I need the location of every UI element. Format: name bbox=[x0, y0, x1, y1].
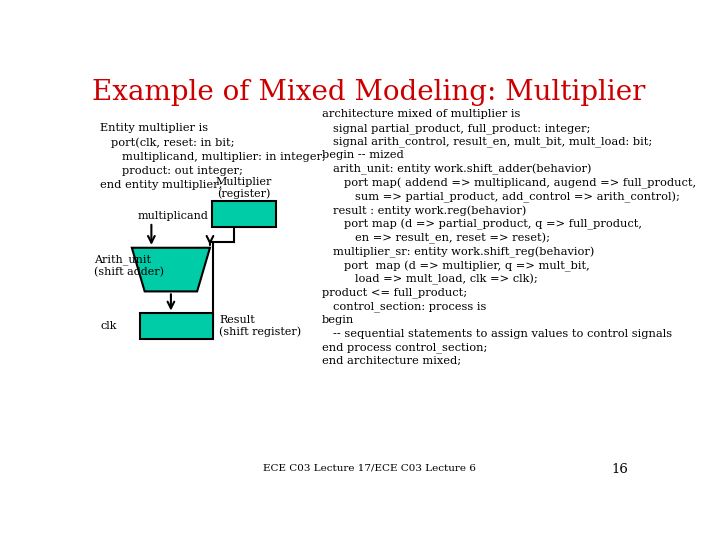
Bar bbox=[212, 201, 276, 227]
Text: arith_unit: entity work.shift_adder(behavior): arith_unit: entity work.shift_adder(beha… bbox=[333, 164, 591, 176]
Text: product <= full_product;: product <= full_product; bbox=[322, 288, 467, 299]
Text: architecture mixed of multiplier is: architecture mixed of multiplier is bbox=[322, 109, 520, 119]
Text: result : entity work.reg(behavior): result : entity work.reg(behavior) bbox=[333, 205, 526, 216]
Text: sum => partial_product, add_control => arith_control);: sum => partial_product, add_control => a… bbox=[355, 192, 680, 203]
Text: -- sequential statements to assign values to control signals: -- sequential statements to assign value… bbox=[333, 329, 672, 339]
Text: load => mult_load, clk => clk);: load => mult_load, clk => clk); bbox=[355, 274, 538, 285]
Text: Arith_unit
(shift adder): Arith_unit (shift adder) bbox=[94, 254, 164, 277]
Text: en => result_en, reset => reset);: en => result_en, reset => reset); bbox=[355, 233, 550, 244]
Text: Multiplier
(register): Multiplier (register) bbox=[215, 177, 272, 199]
Text: Example of Mixed Modeling: Multiplier: Example of Mixed Modeling: Multiplier bbox=[92, 79, 646, 106]
Text: begin: begin bbox=[322, 315, 354, 325]
Text: Result
(shift register): Result (shift register) bbox=[220, 315, 302, 338]
Bar bbox=[140, 313, 213, 339]
Text: port  map (d => multiplier, q => mult_bit,: port map (d => multiplier, q => mult_bit… bbox=[344, 260, 590, 272]
Text: 16: 16 bbox=[611, 463, 629, 476]
Text: control_section: process is: control_section: process is bbox=[333, 301, 486, 312]
Text: begin -- mized: begin -- mized bbox=[322, 151, 403, 160]
Text: end entity multiplier;: end entity multiplier; bbox=[100, 180, 222, 191]
Text: ECE C03 Lecture 17/ECE C03 Lecture 6: ECE C03 Lecture 17/ECE C03 Lecture 6 bbox=[263, 463, 475, 472]
Text: Entity multiplier is: Entity multiplier is bbox=[100, 123, 208, 133]
Text: multiplicand, multiplier: in integer;: multiplicand, multiplier: in integer; bbox=[122, 152, 326, 162]
Text: multiplicand: multiplicand bbox=[138, 211, 208, 221]
Text: signal arith_control, result_en, mult_bit, mult_load: bit;: signal arith_control, result_en, mult_bi… bbox=[333, 137, 652, 147]
Text: end process control_section;: end process control_section; bbox=[322, 342, 487, 353]
Text: end architecture mixed;: end architecture mixed; bbox=[322, 356, 461, 366]
Text: product: out integer;: product: out integer; bbox=[122, 166, 243, 176]
Polygon shape bbox=[132, 248, 210, 292]
Text: port(clk, reset: in bit;: port(clk, reset: in bit; bbox=[111, 138, 235, 148]
Text: multiplier_sr: entity work.shift_reg(behavior): multiplier_sr: entity work.shift_reg(beh… bbox=[333, 246, 594, 258]
Text: signal partial_product, full_product: integer;: signal partial_product, full_product: in… bbox=[333, 123, 590, 134]
Text: port map( addend => multiplicand, augend => full_product,: port map( addend => multiplicand, augend… bbox=[344, 178, 696, 189]
Text: clk: clk bbox=[100, 321, 117, 332]
Text: port map (d => partial_product, q => full_product,: port map (d => partial_product, q => ful… bbox=[344, 219, 642, 231]
